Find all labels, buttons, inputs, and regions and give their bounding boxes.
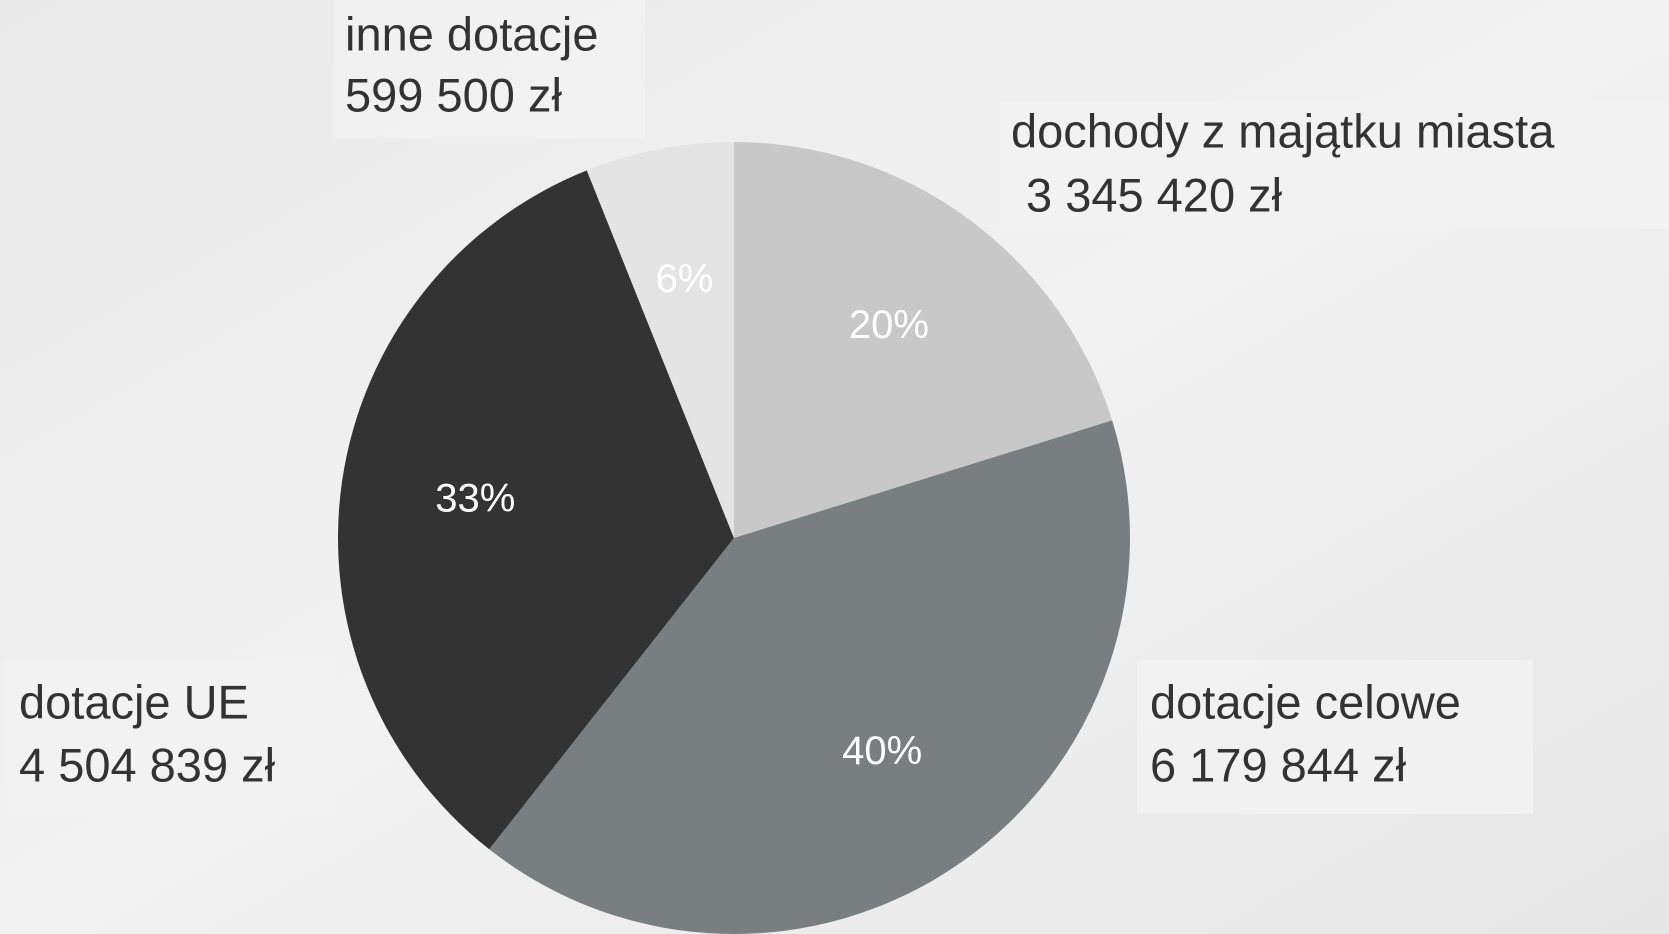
percent-label: 6% <box>656 257 714 301</box>
category-label: dochody z majątku miasta <box>1011 104 1555 157</box>
category-label: dotacje celowe <box>1150 675 1461 728</box>
amount-label: 599 500 zł <box>345 68 562 121</box>
category-label: inne dotacje <box>345 7 598 60</box>
amount-label: 4 504 839 zł <box>19 738 276 791</box>
page: 20% 40% 33% 6% dochody z majątku miasta 3 345… <box>0 0 1669 934</box>
percent-label: 33% <box>435 476 515 520</box>
percent-label: 20% <box>849 303 929 347</box>
amount-label: 6 179 844 zł <box>1150 738 1407 791</box>
percent-label: 40% <box>842 729 922 773</box>
chart: 20% 40% 33% 6% dochody z majątku miasta 3 345… <box>0 0 1669 934</box>
amount-label: 3 345 420 zł <box>1026 168 1283 221</box>
category-label: dotacje UE <box>19 675 249 728</box>
